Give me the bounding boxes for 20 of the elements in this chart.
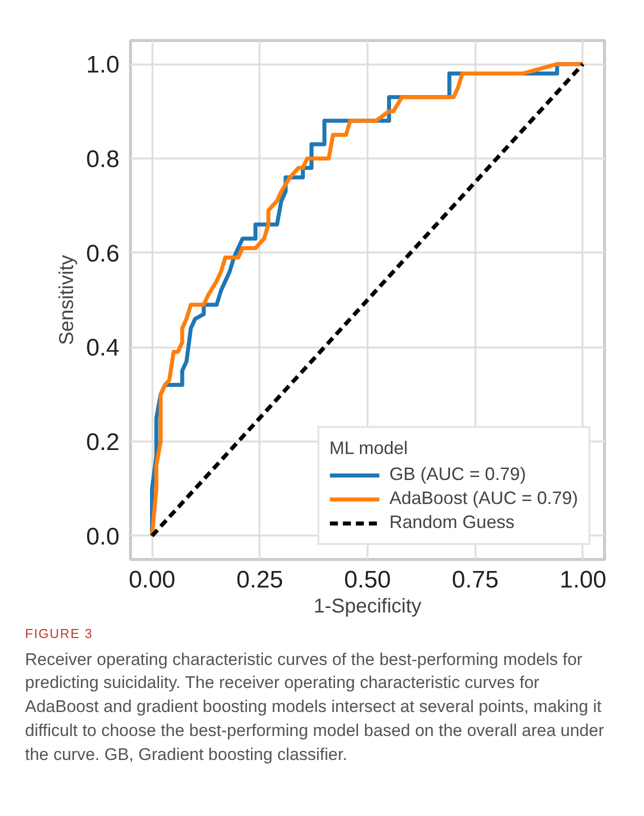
x-tick-label: 0.50	[344, 566, 391, 594]
y-tick-label: 0.2	[86, 429, 120, 456]
y-tick-label: 1.0	[86, 52, 120, 79]
legend-title: ML model	[329, 438, 409, 459]
legend-label: AdaBoost (AUC = 0.79)	[389, 488, 578, 509]
y-tick-label: 0.6	[86, 240, 120, 268]
text: Receiver operating characteristic curves of the best-performing models for predicting suicidality. The receiver operating characteristic curves for AdaBoost and gradient boosting models intersect at several points, making it difficult to choose the best-performing model based on the overall area under the curve. GB, Gradient boosting classifier.	[25, 648, 605, 766]
legend-label: Random Guess	[389, 512, 514, 533]
y-tick-label: 0.4	[86, 334, 120, 362]
x-tick-label: 0.25	[236, 566, 284, 594]
y-tick-label: 0.8	[86, 146, 120, 173]
x-axis-title: 1-Specificity	[314, 596, 422, 618]
y-axis-title: Sensitivity	[56, 254, 78, 346]
y-tick-label: 0.0	[86, 523, 120, 550]
line-series	[150, 62, 585, 538]
legend-label: GB (AUC = 0.79)	[389, 464, 526, 485]
x-tick-label: 1.00	[560, 566, 606, 594]
x-tick-label: 0.75	[452, 566, 499, 594]
x-tick-label: 0.00	[128, 566, 176, 594]
caption: FIGURE 3	[25, 625, 94, 643]
